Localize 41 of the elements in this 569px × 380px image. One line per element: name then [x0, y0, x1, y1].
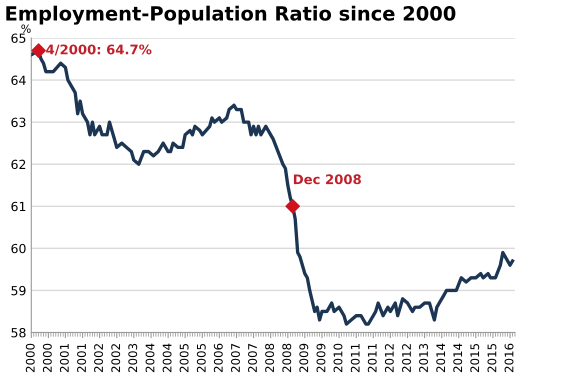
x-tick-label: 2012 — [402, 344, 411, 372]
y-tick-label: 59 — [11, 286, 26, 296]
x-tick-label: 2008 — [282, 344, 292, 372]
x-tick-label: 2014 — [436, 344, 446, 372]
x-tick-label: 2010 — [334, 344, 342, 372]
x-tick-label: 2002 — [111, 344, 120, 372]
x-tick-label: 2015 — [470, 344, 480, 372]
x-tick-label: 2013 — [419, 344, 428, 372]
x-tick-label: 2016 — [504, 344, 514, 372]
x-tick-label: 2014 — [453, 344, 462, 372]
x-tick-label: 2007 — [248, 344, 257, 372]
y-tick-label: 65 — [11, 33, 26, 43]
x-tick-label: 2005 — [196, 344, 206, 372]
x-tick-label: 2015 — [487, 344, 496, 372]
y-tick-label: 58 — [11, 328, 26, 338]
y-tick-label: 61 — [11, 202, 26, 212]
x-tick-label: 2008 — [265, 344, 274, 372]
y-tick-label: 64 — [11, 76, 26, 85]
x-tick-label: 2000 — [42, 344, 52, 372]
x-tick-label: 2011 — [350, 344, 360, 372]
x-tick-label: 2001 — [60, 344, 69, 372]
x-tick-label: 2009 — [316, 344, 326, 372]
y-tick-label: 62 — [11, 160, 26, 170]
x-tick-label: 2005 — [180, 344, 189, 372]
x-tick-label: 2003 — [128, 344, 138, 372]
y-tick-label: 60 — [11, 244, 26, 254]
x-tick-label: 2006 — [214, 344, 223, 372]
x-tick-label: 2002 — [94, 344, 104, 372]
annotation: Dec 2008 — [294, 174, 361, 184]
y-axis-title: % — [21, 24, 31, 33]
x-tick-label: 2000 — [26, 344, 35, 372]
annotation: 4/2000: 64.7% — [46, 44, 152, 56]
y-tick-label: 63 — [11, 118, 26, 128]
x-tick-label: 2009 — [299, 344, 308, 372]
x-tick-label: 2001 — [77, 344, 86, 372]
x-tick-label: 2012 — [384, 344, 394, 372]
x-tick-label: 2007 — [231, 344, 240, 372]
chart-title: Employment-Population Ratio since 2000 — [6, 6, 456, 25]
x-tick-label: 2004 — [146, 344, 154, 372]
x-tick-label: 2011 — [368, 344, 377, 372]
x-tick-label: 2004 — [162, 344, 172, 372]
